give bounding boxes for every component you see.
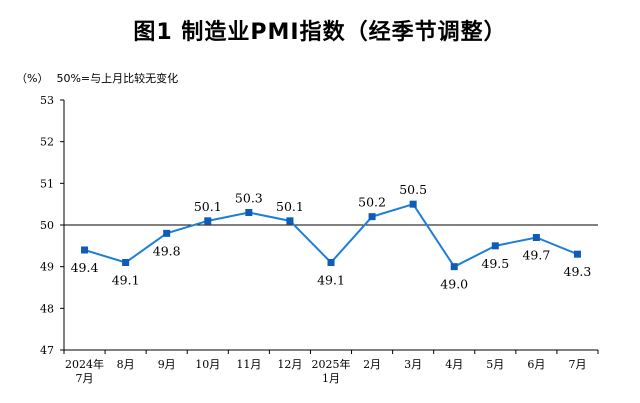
- data-point-marker: [163, 229, 171, 237]
- data-label: 49.1: [112, 273, 140, 288]
- data-point-marker: [204, 217, 212, 225]
- data-point-marker: [532, 234, 540, 241]
- data-label: 49.8: [153, 243, 181, 258]
- x-tick-label: 7月: [568, 358, 586, 371]
- data-label: 50.1: [194, 199, 222, 214]
- y-tick-label: 50: [40, 219, 54, 232]
- data-label: 49.5: [481, 256, 509, 271]
- data-point-marker: [368, 213, 376, 221]
- x-tick-label: 2025年: [312, 357, 351, 371]
- data-label: 49.7: [522, 248, 550, 263]
- data-point-marker: [286, 217, 294, 225]
- data-label: 49.4: [71, 260, 99, 275]
- chart-subtitle: （%） 50%=与上月比较无变化: [16, 70, 178, 86]
- data-labels: 49.4 49.1 49.8 50.1 50.3 50.1 49.1 50.2 50.5 49.0…: [71, 182, 592, 291]
- y-tick-label: 47: [40, 344, 54, 357]
- data-label: 49.1: [317, 273, 345, 288]
- data-point-marker: [327, 259, 335, 266]
- x-tick-label: 7月: [76, 372, 94, 385]
- x-tick-label: 3月: [404, 358, 422, 371]
- data-point-marker: [573, 250, 581, 258]
- x-tick-label: 5月: [486, 358, 504, 371]
- data-label: 50.2: [358, 195, 386, 210]
- data-label: 49.0: [440, 277, 468, 292]
- x-tick-label: 11月: [236, 358, 261, 371]
- x-tick-label: 4月: [445, 358, 463, 371]
- y-tick-label: 48: [40, 302, 54, 315]
- y-tick-label: 53: [40, 94, 54, 107]
- data-point-marker: [409, 200, 417, 208]
- x-tick-label: 12月: [277, 358, 302, 371]
- x-tick-label: 8月: [117, 358, 135, 371]
- data-point-marker: [81, 246, 89, 254]
- data-label: 50.1: [276, 199, 304, 214]
- x-tick-label: 1月: [322, 372, 340, 385]
- x-tick-label: 9月: [158, 358, 176, 371]
- baseline-note: 50%=与上月比较无变化: [56, 72, 179, 85]
- data-point-marker: [491, 242, 499, 250]
- y-tick-label: 51: [40, 177, 54, 190]
- x-tick-label: 2024年: [65, 357, 104, 371]
- data-label: 49.3: [564, 264, 592, 279]
- chart-title: 图1 制造业PMI指数（经季节调整）: [133, 20, 507, 45]
- y-tick-label: 49: [40, 261, 54, 274]
- data-label: 50.5: [399, 182, 427, 197]
- data-label: 50.3: [235, 191, 263, 206]
- y-tick-label: 52: [40, 136, 54, 149]
- x-tick-label: 6月: [527, 358, 545, 371]
- data-point-marker: [450, 263, 458, 271]
- x-tick-label: 2月: [363, 358, 381, 371]
- data-point-marker: [122, 259, 130, 266]
- y-axis-unit-label: （%）: [16, 72, 49, 85]
- pmi-series: [81, 200, 581, 271]
- x-tick-label: 10月: [195, 358, 220, 371]
- data-point-marker: [245, 209, 253, 216]
